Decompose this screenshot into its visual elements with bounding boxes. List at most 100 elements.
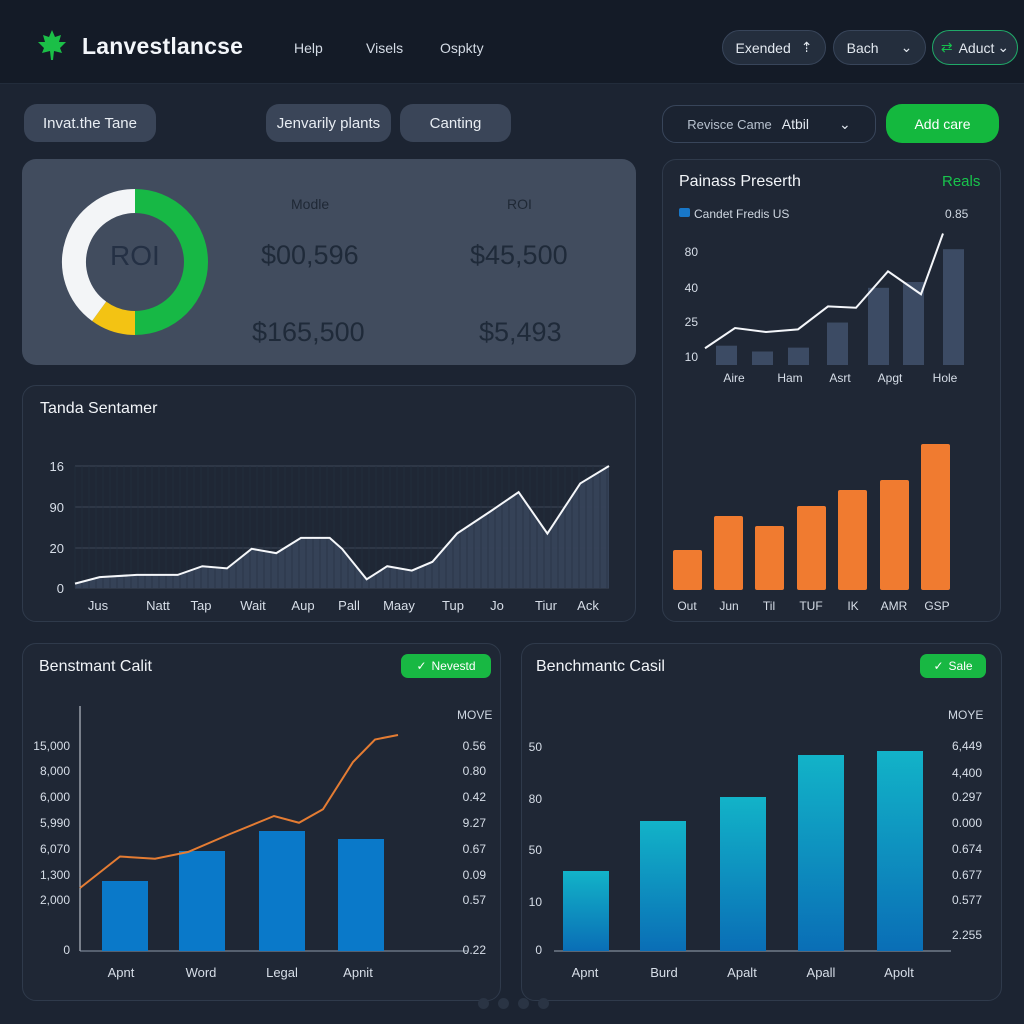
filter-chip-plants[interactable]: Jenvarily plants [266, 104, 391, 142]
preview-chart: 80 40 25 10 Aire Ham Asrt Apgt Hole Out Jun Til TUF I… [673, 233, 964, 613]
preview-bar [943, 249, 964, 365]
bottom-left-right-tick: 0.42 [463, 790, 487, 804]
bottom-left-right-tick: 0.56 [463, 739, 487, 753]
donut-green-slice [134, 189, 208, 335]
revision-select-value: Atbil [781, 116, 810, 132]
nav-ospkty[interactable]: Ospkty [440, 40, 484, 56]
bottom-right-y-tick: 50 [529, 843, 543, 857]
preview-bar [868, 287, 889, 365]
orange-x-label: AMR [881, 599, 908, 613]
sentiment-x-label: Tiur [535, 598, 558, 613]
bottom-left-bar [259, 831, 305, 951]
add-care-button[interactable]: Add care [886, 104, 999, 143]
sentiment-x-label: Maay [383, 598, 415, 613]
nevestd-badge[interactable]: ✓ Nevestd [401, 654, 491, 678]
preview-x-label: Apgt [878, 371, 903, 385]
expanded-button[interactable]: Exended ⇡ [722, 30, 826, 65]
sentiment-x-label: Aup [291, 598, 314, 613]
expanded-label: Exended [735, 39, 791, 56]
sentiment-x-label: Tup [442, 598, 464, 613]
orange-bar [838, 490, 867, 590]
bottom-right-right-tick: 6,449 [952, 739, 982, 753]
bottom-right-x-label: Apalt [727, 965, 757, 980]
bottom-left-right-tick: 0.67 [463, 842, 487, 856]
add-care-label: Add care [914, 115, 971, 132]
roi-value-3: $165,500 [252, 317, 365, 347]
roi-value-1: $00,596 [261, 240, 359, 270]
bottom-left-card: Benstmant Calit ✓ Nevestd MOVE 15,000 8,00… [22, 643, 501, 1001]
donut-label: ROI [110, 240, 160, 271]
sentiment-chart: 16 90 20 0 Jus Natt Tap Wait Aup Pall Maay Tup Jo Tiu… [50, 459, 610, 613]
bottom-left-right-tick: 0.22 [463, 943, 487, 957]
sentiment-y-tick: 16 [50, 459, 64, 474]
bottom-left-x-label: Word [186, 965, 217, 980]
pager-dot-3[interactable] [518, 998, 529, 1009]
orange-bar [921, 444, 950, 590]
pager-dot-2[interactable] [498, 998, 509, 1009]
legend-swatch [679, 208, 690, 217]
reals-link[interactable]: Reals [942, 173, 981, 190]
bottom-left-bar [338, 839, 384, 951]
bottom-left-y-tick: 1,300 [40, 868, 70, 882]
bottom-left-chart: 15,000 8,000 6,000 5,990 6,070 1,300 2,000 0 0.5… [33, 706, 487, 980]
account-icon: ⇄ [940, 39, 953, 55]
preview-y-tick: 10 [685, 350, 699, 364]
sentiment-y-tick: 20 [50, 541, 64, 556]
preview-y-tick: 25 [685, 315, 699, 329]
orange-x-label: TUF [799, 599, 822, 613]
bottom-left-y-tick: 6,070 [40, 842, 70, 856]
bottom-right-right-tick: 4,400 [952, 766, 982, 780]
preview-bar [903, 282, 924, 365]
revision-select[interactable]: Revisce Came Atbil ⌄ [662, 105, 876, 143]
bottom-right-right-tick: 2.255 [952, 928, 982, 942]
preview-x-label: Ham [777, 371, 802, 385]
back-label: Bach [846, 39, 879, 56]
search-input[interactable]: Invat.the Tane [24, 104, 156, 142]
account-dropdown[interactable]: ⇄ Aduct ⌄ [932, 30, 1018, 65]
nav-visels[interactable]: Visels [366, 40, 404, 56]
roi-label: ROI [507, 196, 532, 212]
sentiment-x-label: Pall [338, 598, 360, 613]
bottom-left-bar [179, 851, 225, 951]
preview-y-tick: 80 [685, 245, 699, 259]
sentiment-x-label: Jus [88, 598, 109, 613]
pager-dot-1[interactable] [478, 998, 489, 1009]
sentiment-x-label: Wait [240, 598, 266, 613]
bottom-right-title: Benchmantc Casil [536, 658, 665, 675]
revision-select-label: Revisce Came [687, 116, 772, 132]
bottom-right-bar [720, 797, 766, 951]
donut-yellow-slice [92, 301, 136, 335]
roi-value-4: $5,493 [479, 317, 562, 347]
bottom-right-right-tick: 0.297 [952, 790, 982, 804]
preview-bar [788, 347, 809, 365]
preview-x-label: Aire [723, 371, 745, 385]
bottom-left-y-tick: 2,000 [40, 893, 70, 907]
nav-help[interactable]: Help [294, 40, 323, 56]
check-icon: ✓ [933, 659, 944, 673]
preview-bar [716, 345, 737, 365]
bottom-left-y-tick: 5,990 [40, 816, 70, 830]
sale-badge[interactable]: ✓ Sale [920, 654, 986, 678]
orange-x-label: Out [677, 599, 697, 613]
preview-x-label: Hole [933, 371, 958, 385]
model-label: Modle [291, 196, 330, 212]
bottom-left-y-tick: 0 [63, 943, 70, 957]
maple-leaf-icon [38, 30, 66, 60]
preview-title: Painass Preserth [679, 173, 801, 190]
roi-value-2: $45,500 [470, 240, 568, 270]
sentiment-area [75, 466, 609, 588]
filter-chip-canting[interactable]: Canting [400, 104, 511, 142]
bottom-left-right-tick: 9.27 [463, 816, 487, 830]
bottom-right-x-label: Apall [807, 965, 836, 980]
bottom-left-title: Benstmant Calit [39, 658, 152, 675]
sentiment-y-tick: 90 [50, 500, 64, 515]
pager-dot-4[interactable] [538, 998, 549, 1009]
top-bar: Lanvestlancse Help Visels Ospkty Exended… [0, 0, 1024, 84]
roi-donut-chart [62, 189, 208, 335]
sentiment-x-label: Jo [490, 598, 504, 613]
search-placeholder: Invat.the Tane [43, 114, 137, 132]
chevron-down-icon: ⌄ [997, 39, 1010, 55]
back-dropdown[interactable]: Bach ⌄ [833, 30, 926, 65]
sale-label: Sale [948, 659, 973, 673]
orange-bar [880, 480, 909, 590]
